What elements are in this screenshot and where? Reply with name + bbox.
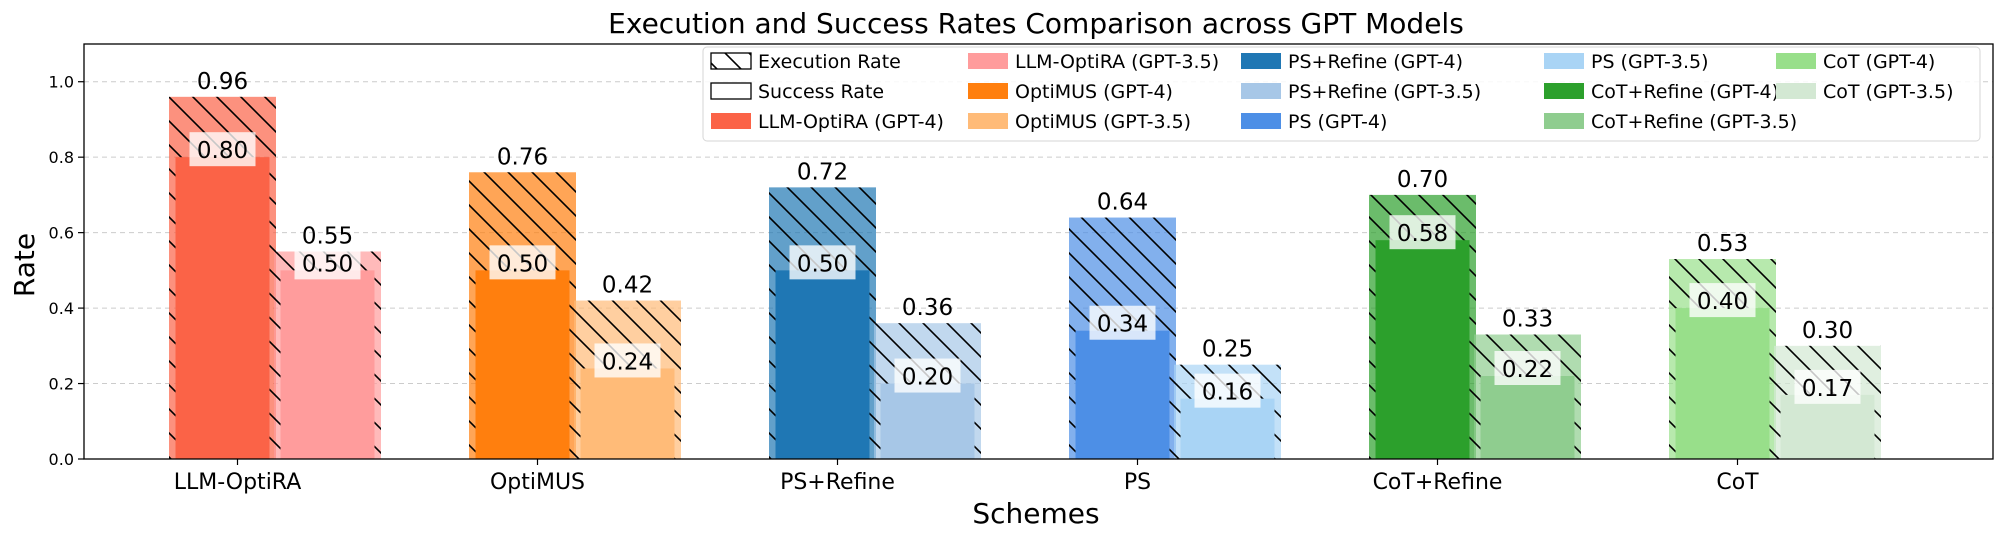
optimus-gpt35-success-bar bbox=[580, 368, 675, 459]
cot-gpt35-success-label-box bbox=[1794, 369, 1861, 404]
plot-frame bbox=[83, 43, 1994, 460]
ps-refine-gpt35-success-label: 0.20 bbox=[902, 365, 953, 391]
llm-optira-gpt35-success-label-box bbox=[294, 245, 361, 280]
value-labels: 0.960.800.550.500.760.500.420.240.720.50… bbox=[189, 69, 1861, 408]
llm-optira-gpt35-success-bar bbox=[280, 270, 375, 459]
cot-refine-gpt35-success-label: 0.22 bbox=[1502, 357, 1553, 383]
legend-entry-execution-rate-swatch bbox=[710, 52, 752, 70]
ps-gpt4-success-bar bbox=[1075, 330, 1170, 459]
cot-refine-gpt35-success-label-box bbox=[1494, 351, 1561, 385]
ps-gpt4-success-label: 0.34 bbox=[1097, 312, 1148, 338]
x-tick-label-ps-refine: PS+Refine bbox=[780, 470, 895, 495]
legend-entry-llm-optira-gpt-4-label: LLM-OptiRA (GPT-4) bbox=[758, 111, 944, 133]
optimus-gpt4-success-label: 0.50 bbox=[497, 251, 548, 277]
legend-entry-ps-gpt-4-label: PS (GPT-4) bbox=[1288, 111, 1387, 133]
optimus-gpt4-execution-label: 0.76 bbox=[497, 144, 548, 170]
optimus-gpt4-success-bar bbox=[475, 270, 570, 459]
cot-refine-gpt4-success-label-box bbox=[1389, 215, 1456, 250]
optimus-gpt35-success-label: 0.24 bbox=[602, 349, 653, 375]
ps-gpt4-execution-label: 0.64 bbox=[1097, 190, 1148, 216]
y-tick-label: 1.0 bbox=[49, 73, 74, 92]
cot-gpt35-success-bar bbox=[1780, 394, 1875, 459]
ps-refine-gpt4-success-bar bbox=[775, 270, 870, 459]
cot-gpt4-success-bar bbox=[1675, 308, 1770, 459]
llm-optira-gpt35-success-label: 0.50 bbox=[302, 251, 353, 277]
legend-entry-llm-optira-gpt-3-5-label: LLM-OptiRA (GPT-3.5) bbox=[1015, 51, 1219, 73]
y-axis-label: Rate bbox=[8, 233, 41, 297]
optimus-gpt35-execution-label: 0.42 bbox=[602, 273, 653, 299]
ps-gpt35-success-label-box bbox=[1194, 373, 1261, 408]
y-tick-label: 0.4 bbox=[49, 299, 74, 318]
cot-refine-gpt35-execution-label: 0.33 bbox=[1502, 307, 1553, 333]
legend-entry-cot-gpt-4-swatch bbox=[1776, 53, 1816, 69]
llm-optira-gpt4-success-label: 0.80 bbox=[197, 138, 248, 164]
optimus-gpt4-success-label-box bbox=[489, 245, 556, 280]
ps-refine-gpt4-success-label: 0.50 bbox=[797, 251, 848, 277]
optimus-gpt35-success-label-box bbox=[594, 343, 661, 378]
x-tick-label-llm-optira: LLM-OptiRA bbox=[174, 470, 302, 495]
llm-optira-gpt4-success-bar bbox=[175, 157, 270, 459]
legend-entry-ps-refine-gpt-4-swatch bbox=[1241, 53, 1281, 69]
llm-optira-gpt4-execution-label: 0.96 bbox=[197, 69, 248, 95]
legend-entry-cot-gpt-3-5-label: CoT (GPT-3.5) bbox=[1823, 81, 1953, 103]
legend: Execution Rate Success Rate LLM-OptiRA (GP… bbox=[702, 46, 1981, 142]
ps-gpt35-execution-label: 0.25 bbox=[1202, 337, 1253, 363]
ps-refine-gpt35-success-bar bbox=[880, 383, 975, 459]
legend-entry-ps-refine-gpt-3-5-label: PS+Refine (GPT-3.5) bbox=[1288, 81, 1481, 103]
legend-entry-optimus-gpt-4-label: OptiMUS (GPT-4) bbox=[1015, 81, 1173, 103]
cot-gpt35-execution-label: 0.30 bbox=[1802, 318, 1853, 344]
cot-gpt4-execution-label: 0.53 bbox=[1697, 231, 1748, 257]
x-tick-label-cot-refine: CoT+Refine bbox=[1373, 470, 1503, 495]
legend-entry-ps-refine-gpt-3-5-swatch bbox=[1241, 83, 1281, 99]
x-tick-label-ps: PS bbox=[1124, 470, 1151, 495]
legend-entry-ps-refine-gpt-4-label: PS+Refine (GPT-4) bbox=[1288, 51, 1463, 73]
bars bbox=[169, 96, 1881, 460]
cot-gpt35-success-label: 0.17 bbox=[1802, 376, 1853, 402]
x-tick-label-optimus: OptiMUS bbox=[490, 470, 585, 495]
y-tick-label: 0.2 bbox=[49, 375, 74, 394]
ps-refine-gpt35-success-label-box bbox=[894, 358, 961, 393]
legend-entry-ps-gpt-3-5-label: PS (GPT-3.5) bbox=[1591, 51, 1709, 73]
x-axis-label: Schemes bbox=[972, 497, 1099, 530]
cot-gpt4-success-label-box bbox=[1689, 283, 1756, 318]
ps-refine-gpt4-success-label-box bbox=[789, 245, 856, 280]
legend-box bbox=[702, 46, 1981, 142]
llm-optira-gpt4-success-label-box bbox=[189, 132, 256, 167]
legend-entry-llm-optira-gpt-4-swatch bbox=[711, 113, 751, 129]
ps-gpt35-success-label: 0.16 bbox=[1202, 380, 1253, 406]
ps-refine-gpt35-execution-label: 0.36 bbox=[902, 295, 953, 321]
y-tick-label: 0.6 bbox=[49, 224, 74, 243]
legend-entry-cot-refine-gpt-4-swatch bbox=[1544, 83, 1584, 99]
legend-entry-execution-rate-label: Execution Rate bbox=[758, 51, 901, 73]
legend-entry-success-rate-swatch bbox=[710, 82, 752, 100]
axes: 0.0 0.2 0.4 0.6 0.8 1.0 LLM-OptiRA OptiMUS PS+Re… bbox=[49, 43, 1994, 495]
legend-entry-cot-refine-gpt-3-5-label: CoT+Refine (GPT-3.5) bbox=[1591, 111, 1797, 133]
llm-optira-gpt35-execution-label: 0.55 bbox=[302, 224, 353, 250]
legend-entry-ps-gpt-4-swatch bbox=[1241, 113, 1281, 129]
legend-entry-ps-gpt-3-5-swatch bbox=[1544, 53, 1584, 69]
y-tick-label: 0.0 bbox=[49, 450, 74, 469]
cot-gpt4-success-label: 0.40 bbox=[1697, 289, 1748, 315]
legend-entry-cot-gpt-3-5-swatch bbox=[1776, 83, 1816, 99]
cot-refine-gpt35-success-bar bbox=[1480, 376, 1575, 459]
ps-gpt4-success-label-box bbox=[1089, 305, 1156, 340]
legend-entry-optimus-gpt-4-swatch bbox=[968, 83, 1008, 99]
ps-gpt35-success-bar bbox=[1180, 398, 1275, 459]
legend-entry-optimus-gpt-3-5-swatch bbox=[968, 113, 1008, 129]
legend-entry-cot-refine-gpt-3-5-swatch bbox=[1544, 113, 1584, 129]
cot-refine-gpt4-execution-label: 0.70 bbox=[1397, 167, 1448, 193]
chart-title: Execution and Success Rates Comparison a… bbox=[608, 7, 1464, 40]
cot-refine-gpt4-success-bar bbox=[1375, 240, 1470, 459]
legend-entry-cot-refine-gpt-4-label: CoT+Refine (GPT-4) bbox=[1591, 81, 1779, 103]
legend-entry-cot-gpt-4-label: CoT (GPT-4) bbox=[1823, 51, 1935, 73]
y-tick-label: 0.8 bbox=[49, 148, 74, 167]
legend-entry-llm-optira-gpt-3-5-swatch bbox=[968, 53, 1008, 69]
ps-refine-gpt4-execution-label: 0.72 bbox=[797, 159, 848, 185]
legend-entry-success-rate-label: Success Rate bbox=[758, 81, 884, 103]
cot-refine-gpt4-success-label: 0.58 bbox=[1397, 221, 1448, 247]
x-tick-label-cot: CoT bbox=[1716, 470, 1759, 495]
legend-entry-optimus-gpt-3-5-label: OptiMUS (GPT-3.5) bbox=[1015, 111, 1191, 133]
